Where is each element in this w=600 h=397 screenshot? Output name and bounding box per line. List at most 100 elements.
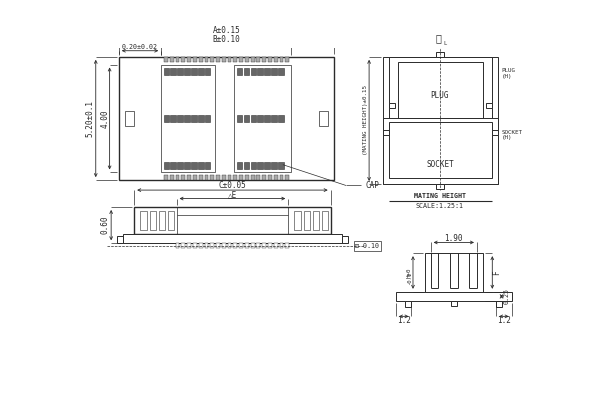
- Bar: [486, 103, 493, 108]
- Bar: [187, 175, 191, 180]
- Bar: [222, 57, 226, 62]
- Bar: [354, 241, 380, 251]
- Bar: [164, 57, 168, 62]
- Bar: [436, 52, 444, 57]
- Bar: [187, 57, 191, 62]
- Bar: [251, 175, 254, 180]
- Bar: [170, 162, 176, 169]
- Bar: [161, 65, 215, 172]
- Text: 5.20±0.1: 5.20±0.1: [85, 100, 94, 137]
- Bar: [149, 211, 156, 230]
- Bar: [170, 57, 174, 62]
- Bar: [227, 175, 232, 180]
- Bar: [256, 175, 260, 180]
- Bar: [245, 243, 249, 248]
- Bar: [319, 111, 328, 126]
- Bar: [184, 68, 190, 75]
- Bar: [170, 175, 174, 180]
- Text: L: L: [443, 41, 446, 46]
- Bar: [184, 162, 190, 169]
- Bar: [205, 243, 208, 248]
- Bar: [496, 301, 502, 307]
- Bar: [236, 68, 242, 75]
- Bar: [383, 118, 499, 184]
- Bar: [268, 57, 272, 62]
- Bar: [164, 115, 169, 121]
- Text: -0.1: -0.1: [407, 272, 412, 285]
- Bar: [268, 243, 272, 248]
- Bar: [280, 57, 283, 62]
- Bar: [193, 57, 197, 62]
- Bar: [123, 234, 342, 243]
- Bar: [119, 57, 334, 180]
- Bar: [278, 115, 284, 121]
- Bar: [205, 175, 208, 180]
- Bar: [118, 235, 123, 243]
- Text: 1.2: 1.2: [497, 316, 511, 325]
- Bar: [262, 57, 266, 62]
- Bar: [265, 68, 270, 75]
- Bar: [286, 175, 289, 180]
- Bar: [304, 211, 310, 230]
- Bar: [191, 162, 197, 169]
- Bar: [184, 115, 190, 121]
- Bar: [205, 115, 211, 121]
- Bar: [168, 211, 174, 230]
- Text: SOCKET: SOCKET: [502, 130, 523, 135]
- Bar: [216, 175, 220, 180]
- Bar: [178, 115, 183, 121]
- Bar: [176, 243, 179, 248]
- Text: 0.60: 0.60: [100, 216, 109, 234]
- Bar: [383, 57, 499, 184]
- Bar: [199, 57, 203, 62]
- Text: SCALE:1.25:1: SCALE:1.25:1: [416, 203, 464, 209]
- Bar: [181, 243, 185, 248]
- Bar: [236, 162, 242, 169]
- Bar: [216, 57, 220, 62]
- Bar: [233, 175, 237, 180]
- Bar: [257, 68, 263, 75]
- Bar: [199, 175, 203, 180]
- Bar: [210, 243, 214, 248]
- Bar: [251, 68, 256, 75]
- Bar: [389, 121, 493, 178]
- Bar: [257, 115, 263, 121]
- Bar: [140, 211, 146, 230]
- Text: F: F: [493, 270, 502, 275]
- Bar: [383, 130, 389, 135]
- Bar: [313, 211, 319, 230]
- Bar: [210, 175, 214, 180]
- Bar: [405, 301, 412, 307]
- Bar: [251, 57, 254, 62]
- Bar: [271, 162, 277, 169]
- Bar: [193, 175, 197, 180]
- Bar: [164, 175, 168, 180]
- Bar: [245, 57, 249, 62]
- Bar: [451, 301, 457, 306]
- Bar: [235, 65, 290, 172]
- Bar: [244, 68, 249, 75]
- Bar: [278, 162, 284, 169]
- Bar: [176, 57, 179, 62]
- Bar: [262, 243, 266, 248]
- Text: 4.00: 4.00: [100, 109, 109, 128]
- Text: 1.90: 1.90: [445, 234, 463, 243]
- Text: MATING HEIGHT: MATING HEIGHT: [414, 193, 466, 199]
- Bar: [198, 115, 203, 121]
- Bar: [322, 211, 328, 230]
- Bar: [262, 175, 266, 180]
- Bar: [134, 207, 331, 234]
- Bar: [199, 243, 203, 248]
- Bar: [436, 184, 444, 189]
- Bar: [271, 115, 277, 121]
- Text: ℒ: ℒ: [436, 33, 442, 43]
- Bar: [205, 68, 211, 75]
- Bar: [178, 162, 183, 169]
- Bar: [244, 162, 249, 169]
- Bar: [257, 162, 263, 169]
- Text: PLUG: PLUG: [431, 91, 449, 100]
- Bar: [425, 253, 483, 292]
- Bar: [398, 62, 483, 118]
- Bar: [222, 243, 226, 248]
- Bar: [239, 57, 243, 62]
